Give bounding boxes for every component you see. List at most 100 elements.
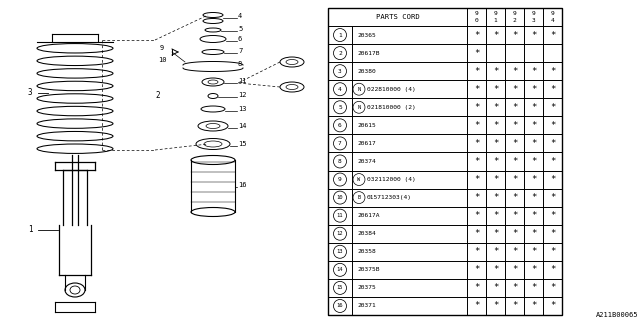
Text: *: * — [474, 139, 479, 148]
Bar — [486, 171, 505, 188]
Text: B: B — [357, 195, 360, 200]
Text: *: * — [550, 301, 555, 310]
Text: *: * — [512, 85, 517, 94]
Bar — [543, 243, 562, 261]
Text: 20384: 20384 — [357, 231, 376, 236]
Text: *: * — [474, 67, 479, 76]
Text: *: * — [550, 30, 555, 40]
Text: 8: 8 — [338, 159, 342, 164]
Bar — [524, 225, 543, 243]
Text: 2: 2 — [513, 19, 516, 23]
Text: *: * — [474, 175, 479, 184]
Text: *: * — [493, 247, 498, 256]
Bar — [486, 62, 505, 80]
Bar — [328, 8, 562, 315]
Text: *: * — [493, 229, 498, 238]
Bar — [328, 152, 352, 171]
Bar — [467, 134, 486, 152]
Text: *: * — [474, 85, 479, 94]
Bar — [505, 279, 524, 297]
Text: *: * — [550, 211, 555, 220]
Bar — [486, 44, 505, 62]
Bar — [486, 98, 505, 116]
Text: 4: 4 — [338, 87, 342, 92]
Bar — [328, 297, 352, 315]
Text: 3: 3 — [28, 88, 33, 97]
Text: N: N — [357, 87, 360, 92]
Text: 20617A: 20617A — [357, 213, 380, 218]
Bar — [524, 134, 543, 152]
Bar — [543, 261, 562, 279]
Bar — [467, 152, 486, 171]
Text: 5: 5 — [238, 26, 243, 32]
Text: 20365: 20365 — [357, 33, 376, 37]
Text: W: W — [357, 177, 360, 182]
Bar — [328, 26, 352, 44]
Text: *: * — [531, 103, 536, 112]
Bar — [524, 188, 543, 207]
Bar — [328, 98, 352, 116]
Bar — [505, 152, 524, 171]
Bar — [505, 62, 524, 80]
Bar — [352, 134, 467, 152]
Bar — [505, 207, 524, 225]
Bar — [543, 225, 562, 243]
Bar — [543, 134, 562, 152]
Text: 7: 7 — [338, 141, 342, 146]
Bar — [505, 116, 524, 134]
Text: 1: 1 — [338, 33, 342, 37]
Bar — [328, 44, 352, 62]
Bar — [328, 171, 352, 188]
Text: *: * — [550, 284, 555, 292]
Bar — [486, 297, 505, 315]
Bar — [328, 243, 352, 261]
Bar — [328, 261, 352, 279]
Text: *: * — [531, 157, 536, 166]
Bar — [543, 8, 562, 26]
Text: *: * — [474, 157, 479, 166]
Bar — [352, 261, 467, 279]
Bar — [328, 279, 352, 297]
Text: 11: 11 — [337, 213, 343, 218]
Bar — [505, 134, 524, 152]
Bar — [328, 207, 352, 225]
Bar — [524, 243, 543, 261]
Text: *: * — [493, 67, 498, 76]
Text: *: * — [531, 30, 536, 40]
Text: *: * — [474, 193, 479, 202]
Bar — [543, 171, 562, 188]
Bar — [543, 98, 562, 116]
Bar — [524, 207, 543, 225]
Text: 6: 6 — [238, 36, 243, 42]
Bar — [486, 207, 505, 225]
Bar — [505, 26, 524, 44]
Text: 6: 6 — [338, 123, 342, 128]
Bar — [486, 8, 505, 26]
Text: *: * — [512, 121, 517, 130]
Text: 1: 1 — [493, 19, 497, 23]
Bar — [524, 44, 543, 62]
Text: 9: 9 — [493, 11, 497, 16]
Text: A211B00065: A211B00065 — [595, 312, 638, 318]
Bar — [524, 279, 543, 297]
Text: *: * — [531, 139, 536, 148]
Text: *: * — [550, 157, 555, 166]
Text: *: * — [474, 211, 479, 220]
Text: *: * — [550, 67, 555, 76]
Text: *: * — [550, 85, 555, 94]
Bar — [524, 152, 543, 171]
Bar — [543, 188, 562, 207]
Bar — [543, 116, 562, 134]
Text: *: * — [474, 121, 479, 130]
Bar — [505, 297, 524, 315]
Text: 14: 14 — [238, 123, 246, 129]
Text: *: * — [493, 103, 498, 112]
Text: 1: 1 — [28, 225, 33, 234]
Text: *: * — [512, 30, 517, 40]
Text: 9: 9 — [532, 11, 536, 16]
Bar — [328, 116, 352, 134]
Bar — [486, 188, 505, 207]
Bar — [467, 243, 486, 261]
Text: 022810000 (4): 022810000 (4) — [367, 87, 416, 92]
Text: 15: 15 — [337, 285, 343, 291]
